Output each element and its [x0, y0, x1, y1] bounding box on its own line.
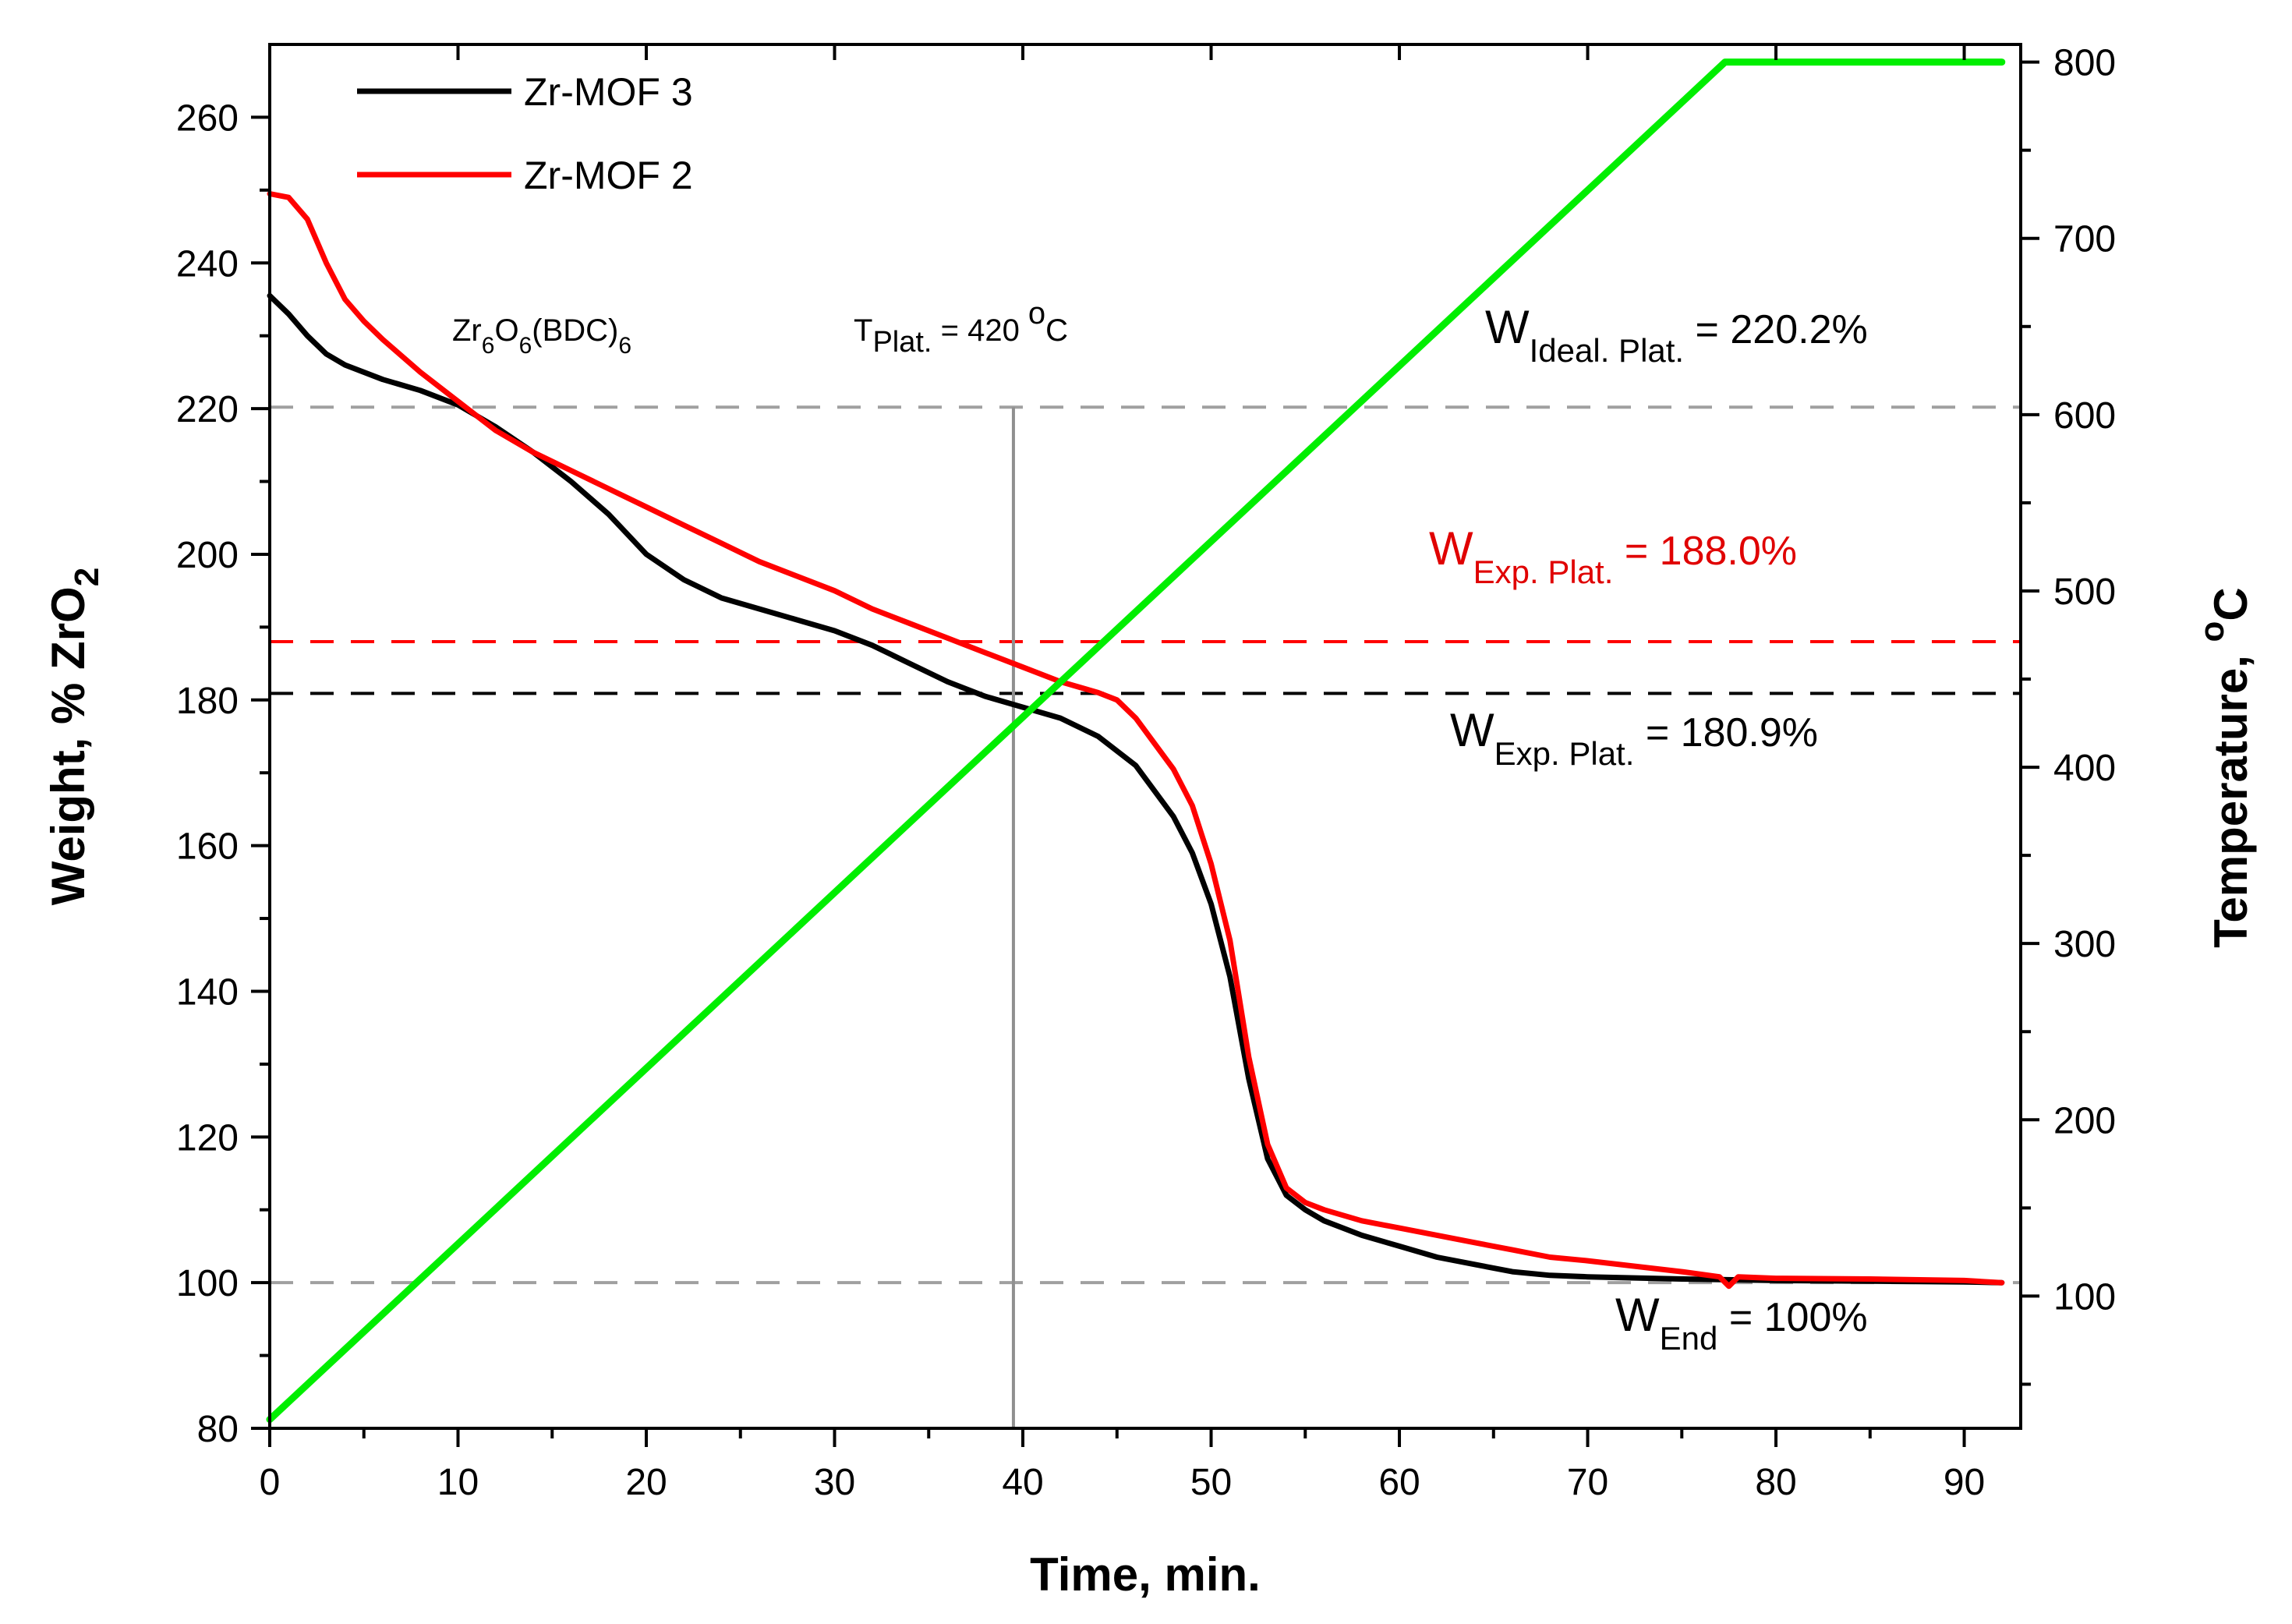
annotation-w-ideal-value: = 220.2% — [1684, 307, 1868, 352]
y-left-tick-label: 240 — [176, 243, 239, 285]
y-right-title-sup: o — [2193, 621, 2231, 642]
t-plat-main: T — [854, 313, 872, 348]
annotation-w-exp-red-value: = 188.0% — [1613, 529, 1797, 574]
t-plat-sub: Plat. — [872, 326, 932, 359]
y-right-tick-label: 800 — [2053, 43, 2116, 84]
annotation-t-plateau: TPlat. = 420 oC — [854, 296, 1068, 359]
x-axis-title: Time, min. — [1030, 1548, 1261, 1601]
annotation-w-ideal: WIdeal. Plat. = 220.2% — [1485, 301, 1868, 369]
formula-part-0: Zr — [452, 313, 482, 348]
annotation-zr-formula: Zr6O6(BDC)6 — [452, 313, 631, 359]
y-left-tick-label: 220 — [176, 389, 239, 430]
y-right-tick-label: 200 — [2053, 1100, 2116, 1141]
series-line-2 — [266, 58, 2006, 1424]
x-tick-label: 70 — [1567, 1462, 1608, 1503]
x-tick-label: 20 — [625, 1462, 667, 1503]
y-left-tick-label: 180 — [176, 681, 239, 722]
y-right-tick-label: 600 — [2053, 395, 2116, 437]
legend-label-1: Zr-MOF 2 — [524, 154, 693, 197]
formula-part-5: 6 — [618, 333, 631, 359]
annotation-w-exp-red-main: W — [1429, 522, 1473, 575]
legend-label-0: Zr-MOF 3 — [524, 70, 693, 114]
annotation-w-end-value: = 100% — [1717, 1295, 1867, 1340]
y-left-tick-label: 160 — [176, 826, 239, 868]
y-right-tick-label: 500 — [2053, 571, 2116, 613]
y-left-tick-label: 140 — [176, 971, 239, 1013]
x-tick-label: 10 — [437, 1462, 479, 1503]
y-right-tick-label: 300 — [2053, 924, 2116, 965]
formula-part-1: 6 — [482, 333, 495, 359]
x-tick-label: 80 — [1755, 1462, 1796, 1503]
x-tick-label: 90 — [1944, 1462, 1985, 1503]
y-left-tick-label: 260 — [176, 97, 239, 139]
t-plat-value: = 420 — [932, 313, 1028, 348]
x-tick-label: 0 — [260, 1462, 281, 1503]
x-tick-label: 60 — [1378, 1462, 1420, 1503]
y-right-title-unit: C — [2205, 587, 2257, 621]
y-left-tick-label: 100 — [176, 1263, 239, 1304]
annotation-w-exp-red-sub: Exp. Plat. — [1473, 554, 1614, 590]
annotation-w-end-main: W — [1615, 1289, 1660, 1341]
y-left-title-sub: 2 — [68, 568, 106, 586]
y-left-tick-label: 80 — [197, 1409, 239, 1450]
plot-frame — [268, 43, 2022, 1430]
annotation-w-exp-black-sub: Exp. Plat. — [1494, 735, 1635, 772]
t-plat-unit: C — [1045, 313, 1068, 348]
y-right-tick-label: 700 — [2053, 219, 2116, 260]
y-right-tick-label: 400 — [2053, 748, 2116, 789]
formula-part-3: 6 — [519, 333, 532, 359]
annotation-w-ideal-sub: Ideal. Plat. — [1530, 332, 1684, 369]
series-line-1 — [267, 191, 2005, 1290]
annotation-w-exp-black-main: W — [1450, 704, 1494, 756]
y-left-title-main: Weight, % ZrO — [42, 586, 94, 905]
x-tick-label: 30 — [814, 1462, 855, 1503]
annotation-w-exp-black-value: = 180.9% — [1634, 710, 1818, 755]
annotation-w-end-sub: End — [1660, 1320, 1718, 1357]
y-left-tick-label: 200 — [176, 535, 239, 576]
y-left-axis-title: Weight, % ZrO2 — [42, 568, 106, 905]
y-right-title-main: Temperature, — [2205, 642, 2257, 947]
annotation-w-ideal-main: W — [1485, 301, 1530, 353]
annotation-w-end: WEnd = 100% — [1615, 1289, 1868, 1357]
formula-part-2: O — [494, 313, 518, 348]
annotation-w-exp-black: WExp. Plat. = 180.9% — [1450, 704, 1818, 772]
y-left-tick-label: 120 — [176, 1117, 239, 1159]
x-tick-label: 40 — [1002, 1462, 1043, 1503]
annotation-w-exp-red: WExp. Plat. = 188.0% — [1429, 522, 1797, 590]
x-tick-label: 50 — [1190, 1462, 1232, 1503]
y-right-tick-label: 100 — [2053, 1276, 2116, 1318]
t-plat-sup: o — [1028, 296, 1045, 331]
y-right-axis-title: Temperature, oC — [2193, 587, 2257, 948]
formula-part-4: (BDC) — [532, 313, 618, 348]
